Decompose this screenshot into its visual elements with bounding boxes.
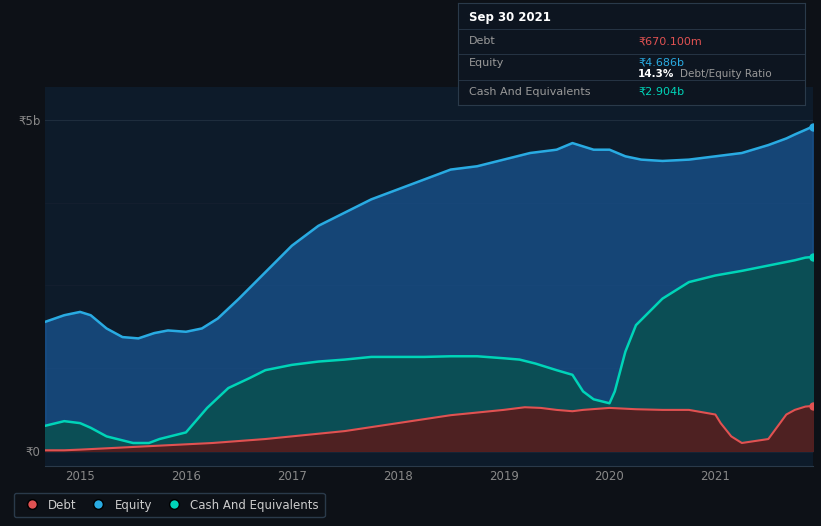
Text: ₹670.100m: ₹670.100m <box>638 36 702 46</box>
Text: 14.3%: 14.3% <box>638 69 675 79</box>
Legend: Debt, Equity, Cash And Equivalents: Debt, Equity, Cash And Equivalents <box>14 493 324 518</box>
Text: ₹2.904b: ₹2.904b <box>638 87 685 97</box>
Text: Debt/Equity Ratio: Debt/Equity Ratio <box>680 69 772 79</box>
Text: Cash And Equivalents: Cash And Equivalents <box>469 87 590 97</box>
Text: Debt: Debt <box>469 36 495 46</box>
Text: Sep 30 2021: Sep 30 2021 <box>469 11 550 24</box>
Text: Equity: Equity <box>469 58 504 68</box>
Text: ₹4.686b: ₹4.686b <box>638 58 684 68</box>
